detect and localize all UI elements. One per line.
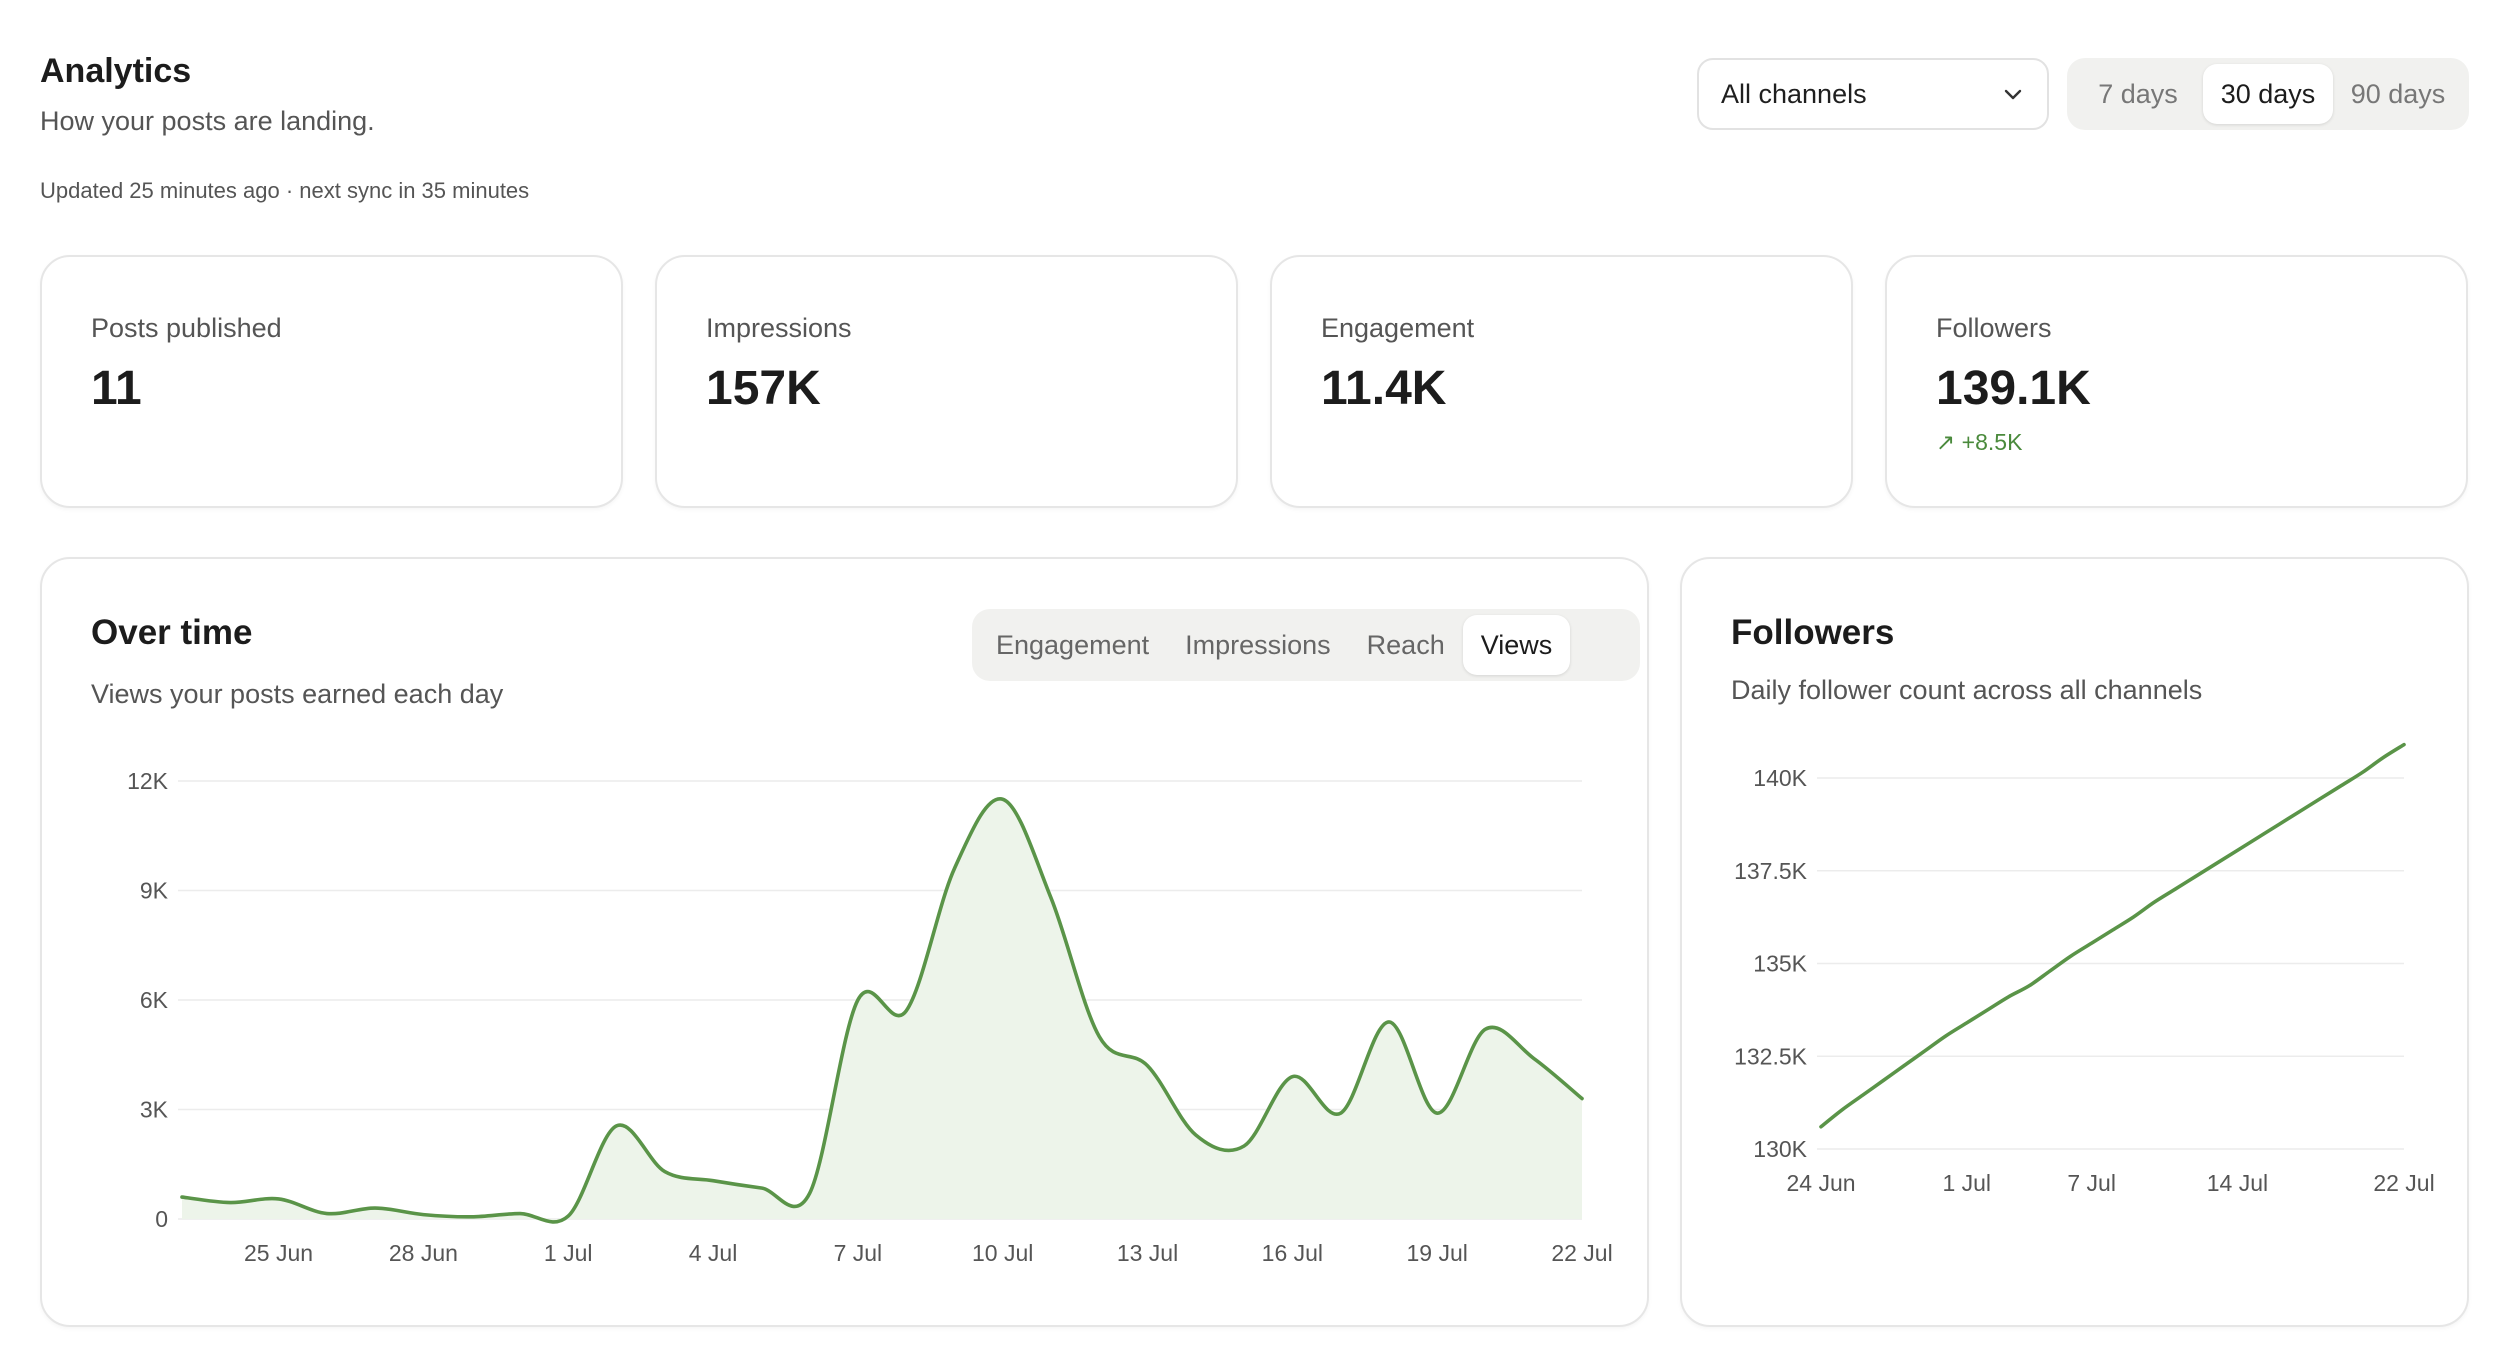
- x-tick-label: 28 Jun: [389, 1240, 458, 1266]
- kpi-label: Engagement: [1321, 313, 1475, 343]
- x-tick-label: 10 Jul: [972, 1240, 1033, 1266]
- tab-engagement[interactable]: Engagement: [996, 629, 1150, 660]
- kpi-value: 157K: [706, 362, 821, 415]
- metric-tabs: Engagement Impressions Reach Views: [972, 609, 1640, 681]
- x-tick-label: 19 Jul: [1406, 1240, 1467, 1266]
- x-tick-label: 13 Jul: [1117, 1240, 1178, 1266]
- channel-select-value: All channels: [1721, 78, 1867, 109]
- series-line: [180, 797, 1584, 1224]
- y-tick-label: 132.5K: [1734, 1043, 1808, 1069]
- page-title: Analytics: [40, 52, 192, 90]
- sync-status: Updated 25 minutes ago · next sync in 35…: [40, 178, 530, 203]
- kpi-label: Posts published: [91, 313, 282, 343]
- over-time-title: Over time: [91, 613, 253, 652]
- over-time-subtitle: Views your posts earned each day: [91, 679, 504, 709]
- y-tick-label: 3K: [140, 1097, 169, 1123]
- chevron-down-icon: [2001, 82, 2025, 106]
- range-30-days[interactable]: 30 days: [2203, 64, 2333, 124]
- tab-impressions[interactable]: Impressions: [1185, 629, 1331, 660]
- kpi-card-followers: Followers 139.1K ↗ +8.5K: [1885, 255, 2468, 508]
- views-chart: 0 3K 6K 9K 12K 25 Jun 28 Jun 1 Jul 4 Jul 7 Jul 10 …: [127, 768, 1613, 1266]
- x-tick-label: 4 Jul: [689, 1240, 738, 1266]
- series-line: [1819, 742, 2406, 1129]
- kpi-value: 139.1K: [1936, 362, 2091, 415]
- kpi-card-engagement: Engagement 11.4K: [1270, 255, 1853, 508]
- x-tick-label: 1 Jul: [1942, 1170, 1991, 1196]
- y-tick-label: 6K: [140, 987, 169, 1013]
- followers-delta-badge: ↗ +8.5K: [1936, 429, 2023, 455]
- channel-select[interactable]: All channels: [1697, 58, 2049, 130]
- x-tick-label: 7 Jul: [834, 1240, 883, 1266]
- x-tick-label: 25 Jun: [244, 1240, 313, 1266]
- y-tick-label: 137.5K: [1734, 858, 1808, 884]
- y-tick-label: 140K: [1753, 765, 1807, 791]
- tab-views[interactable]: Views: [1462, 615, 1571, 675]
- kpi-card-posts: Posts published 11: [40, 255, 623, 508]
- x-tick-label: 7 Jul: [2067, 1170, 2116, 1196]
- y-tick-label: 135K: [1753, 951, 1807, 977]
- y-tick-label: 12K: [127, 768, 169, 794]
- series-area: [182, 798, 1582, 1222]
- date-range-toggle: 7 days 30 days 90 days: [2067, 58, 2469, 130]
- range-7-days[interactable]: 7 days: [2098, 78, 2178, 109]
- over-time-panel: Over time Views your posts earned each d…: [40, 557, 1649, 1327]
- x-tick-label: 22 Jul: [2373, 1170, 2434, 1196]
- tab-reach[interactable]: Reach: [1366, 629, 1445, 660]
- y-tick-label: 130K: [1753, 1136, 1807, 1162]
- followers-chart: 130K 132.5K 135K 137.5K 140K 24 Jun 1 Jul 7 Jul…: [1734, 742, 2435, 1196]
- page-subtitle: How your posts are landing.: [40, 106, 375, 136]
- y-tick-label: 9K: [140, 878, 169, 904]
- x-tick-label: 16 Jul: [1262, 1240, 1323, 1266]
- kpi-value: 11.4K: [1321, 362, 1447, 415]
- y-tick-label: 0: [155, 1206, 168, 1232]
- followers-title: Followers: [1731, 613, 1895, 652]
- kpi-label: Followers: [1936, 313, 2052, 343]
- x-tick-label: 14 Jul: [2207, 1170, 2268, 1196]
- x-tick-label: 24 Jun: [1786, 1170, 1855, 1196]
- range-90-days[interactable]: 90 days: [2350, 78, 2446, 109]
- kpi-card-impressions: Impressions 157K: [655, 255, 1238, 508]
- followers-subtitle: Daily follower count across all channels: [1731, 675, 2203, 705]
- x-tick-label: 1 Jul: [544, 1240, 593, 1266]
- x-tick-label: 22 Jul: [1551, 1240, 1612, 1266]
- kpi-label: Impressions: [706, 313, 852, 343]
- kpi-value: 11: [91, 362, 142, 415]
- followers-panel: Followers Daily follower count across al…: [1680, 557, 2469, 1327]
